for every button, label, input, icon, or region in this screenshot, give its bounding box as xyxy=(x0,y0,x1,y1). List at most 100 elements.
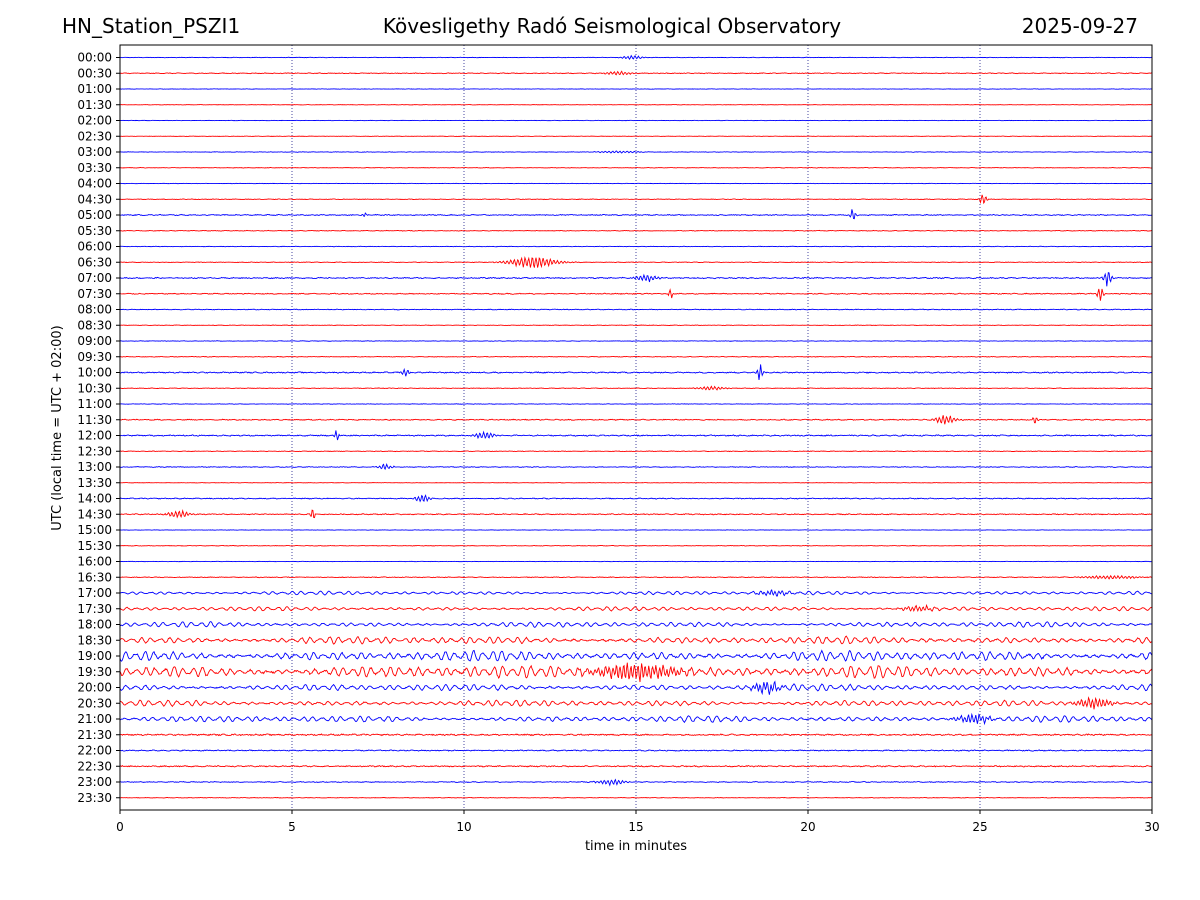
y-tick-label: 08:30 xyxy=(77,318,112,332)
y-tick-label: 21:00 xyxy=(77,712,112,726)
trace-row xyxy=(119,544,1152,547)
y-tick-label: 16:00 xyxy=(77,555,112,569)
trace-row xyxy=(119,797,1153,799)
station-name: HN_Station_PSZI1 xyxy=(62,14,241,38)
trace-row xyxy=(119,462,1153,471)
y-tick-label: 06:00 xyxy=(77,240,112,254)
y-tick-label: 16:30 xyxy=(77,570,112,584)
trace-row xyxy=(119,574,1153,580)
x-axis-ticks: 0 5 10 15 20 25 30 xyxy=(116,810,1160,834)
trace-row xyxy=(119,589,1153,597)
y-tick-label: 07:00 xyxy=(77,271,112,285)
trace-row xyxy=(119,635,1153,645)
trace-row xyxy=(119,324,1153,327)
y-tick-label: 02:00 xyxy=(77,114,112,128)
x-tick-label: 0 xyxy=(116,820,124,834)
trace-row xyxy=(119,450,1153,453)
y-tick-label: 13:30 xyxy=(77,476,112,490)
trace-row xyxy=(119,712,1153,726)
y-tick-label: 06:30 xyxy=(77,255,112,269)
y-tick-label: 05:30 xyxy=(77,224,112,238)
y-tick-label: 09:00 xyxy=(77,334,112,348)
y-tick-label: 13:00 xyxy=(77,460,112,474)
trace-row xyxy=(119,194,1153,205)
trace-row xyxy=(119,603,1153,612)
y-tick-label: 03:30 xyxy=(77,161,112,175)
y-tick-label: 08:00 xyxy=(77,303,112,317)
y-tick-label: 01:30 xyxy=(77,98,112,112)
y-axis-label: UTC (local time = UTC + 02:00) xyxy=(50,325,65,530)
trace-row xyxy=(119,778,1153,787)
trace-row xyxy=(119,166,1153,169)
y-tick-label: 17:30 xyxy=(77,602,112,616)
y-tick-label: 00:30 xyxy=(77,66,112,80)
y-tick-label: 23:00 xyxy=(77,775,112,789)
y-tick-label: 22:00 xyxy=(77,744,112,758)
trace-row xyxy=(119,662,1153,683)
trace-row xyxy=(119,494,1153,503)
trace-row xyxy=(119,385,1153,391)
seismogram-traces xyxy=(119,54,1153,799)
y-tick-label: 11:00 xyxy=(77,397,112,411)
trace-row xyxy=(119,696,1153,710)
trace-row xyxy=(119,765,1153,768)
trace-row xyxy=(119,340,1153,342)
y-tick-label: 15:30 xyxy=(77,539,112,553)
y-tick-label: 20:00 xyxy=(77,681,112,695)
y-tick-label: 14:00 xyxy=(77,492,112,506)
trace-row xyxy=(119,70,1153,76)
y-tick-label: 18:30 xyxy=(77,633,112,647)
trace-row xyxy=(119,271,1153,287)
trace-row xyxy=(119,680,1153,696)
trace-row xyxy=(120,229,1153,232)
y-tick-label: 00:00 xyxy=(77,51,112,65)
y-tick-label: 20:30 xyxy=(77,696,112,710)
trace-row xyxy=(119,508,1153,519)
y-tick-label: 02:30 xyxy=(77,129,112,143)
trace-row xyxy=(119,733,1153,737)
trace-row xyxy=(119,403,1153,405)
grid-lines xyxy=(291,45,981,810)
trace-row xyxy=(119,255,1153,269)
trace-row xyxy=(119,355,1153,358)
x-tick-label: 15 xyxy=(628,820,643,834)
trace-row xyxy=(119,621,1153,628)
y-tick-label: 04:00 xyxy=(77,177,112,191)
y-tick-label: 11:30 xyxy=(77,413,112,427)
chart-date: 2025-09-27 xyxy=(1021,14,1138,38)
trace-row xyxy=(119,749,1153,752)
y-tick-label: 10:30 xyxy=(77,381,112,395)
x-tick-label: 10 xyxy=(456,820,471,834)
y-tick-label: 14:30 xyxy=(77,507,112,521)
y-tick-label: 17:00 xyxy=(77,586,112,600)
y-tick-label: 18:00 xyxy=(77,618,112,632)
y-tick-label: 03:00 xyxy=(77,145,112,159)
y-tick-label: 22:30 xyxy=(77,759,112,773)
trace-row xyxy=(119,364,1153,381)
trace-row xyxy=(119,150,1152,154)
y-tick-label: 23:30 xyxy=(77,791,112,805)
trace-row xyxy=(119,649,1153,662)
trace-row xyxy=(119,288,1153,301)
y-tick-label: 01:00 xyxy=(77,82,112,96)
trace-row xyxy=(119,54,1153,60)
y-tick-label: 10:00 xyxy=(77,366,112,380)
x-axis-label: time in minutes xyxy=(585,839,687,854)
y-tick-label: 19:00 xyxy=(77,649,112,663)
y-tick-label: 19:30 xyxy=(77,665,112,679)
y-tick-label: 15:00 xyxy=(77,523,112,537)
trace-row xyxy=(119,308,1153,311)
x-tick-label: 30 xyxy=(1144,820,1159,834)
y-tick-label: 04:30 xyxy=(77,192,112,206)
trace-row xyxy=(119,245,1153,248)
chart-title: Kövesligethy Radó Seismological Observat… xyxy=(382,14,842,38)
x-tick-label: 5 xyxy=(288,820,296,834)
y-tick-label: 12:30 xyxy=(77,444,112,458)
y-tick-label: 05:00 xyxy=(77,208,112,222)
trace-row xyxy=(119,415,1153,425)
y-tick-label: 12:00 xyxy=(77,429,112,443)
x-tick-label: 20 xyxy=(800,820,815,834)
trace-row xyxy=(119,430,1153,441)
